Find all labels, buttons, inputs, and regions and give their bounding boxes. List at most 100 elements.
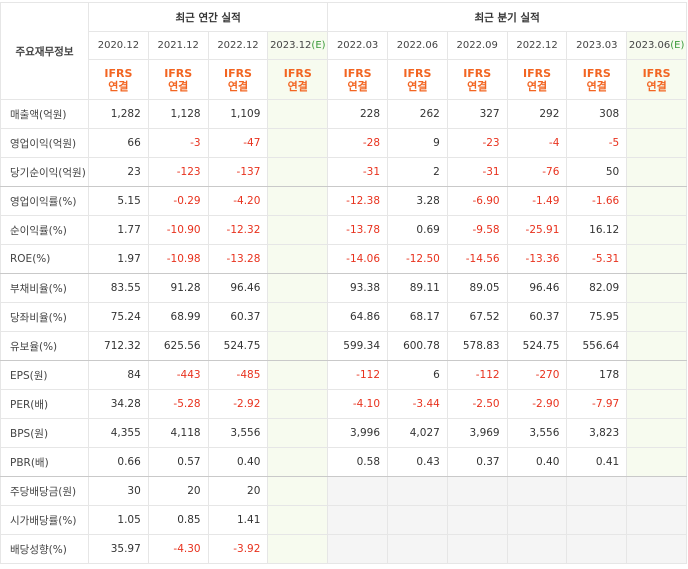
- value-cell: 625.56: [147, 331, 209, 361]
- value-cell: 66: [88, 128, 149, 158]
- value-cell: 9: [387, 128, 448, 158]
- value-cell: -5.31: [566, 244, 628, 274]
- basis-row: IFRS 연결 IFRS 연결 IFRS 연결 IFRS 연결 IFRS 연결 IFRS 연결 IFRS…: [1, 59, 687, 100]
- basis-consolidated: 연결: [526, 79, 548, 93]
- blank-cell: [626, 534, 687, 564]
- period-row: 2020.12 2021.12 2022.12 2023.12(E) 2022.03 20…: [1, 31, 687, 60]
- value-cell: 0.37: [446, 447, 508, 477]
- basis-standard: IFRS: [283, 66, 312, 80]
- basis-header: IFRS 연결: [207, 59, 269, 100]
- value-cell: -270: [506, 360, 568, 390]
- blank-cell: [506, 476, 568, 506]
- period-header: 2023.12(E): [267, 31, 329, 60]
- blank-cell: [387, 476, 448, 506]
- empty-cell: [267, 505, 329, 535]
- blank-cell: [506, 505, 568, 535]
- period-header: 2022.12: [207, 31, 269, 60]
- value-cell: -123: [147, 157, 209, 187]
- value-cell: -4.30: [147, 534, 209, 564]
- empty-cell: [267, 331, 329, 361]
- row-label: 당기순이익(억원): [0, 157, 89, 187]
- group-header-row: 주요재무정보 최근 연간 실적 최근 분기 실적: [0, 2, 687, 100]
- value-cell: 60.37: [506, 302, 568, 332]
- value-cell: 0.57: [147, 447, 209, 477]
- period-label: 2023.03: [576, 40, 618, 51]
- period-label: 2021.12: [157, 40, 199, 51]
- value-cell: -4: [506, 128, 568, 158]
- value-cell: 1.97: [88, 244, 149, 274]
- empty-cell: [267, 534, 329, 564]
- value-cell: 50: [566, 157, 628, 187]
- empty-cell: [267, 99, 329, 129]
- period-header: 2022.03: [327, 31, 389, 60]
- value-cell: 4,027: [387, 418, 448, 448]
- value-cell: 75.95: [566, 302, 628, 332]
- row-label: PER(배): [0, 389, 89, 419]
- period-header: 2022.09: [446, 31, 508, 60]
- data-row: PBR(배) 0.66 0.57 0.40 0.58 0.43 0.37 0.40 0.41: [0, 447, 687, 477]
- basis-consolidated: 연결: [287, 79, 308, 93]
- value-cell: -5: [566, 128, 628, 158]
- blank-cell: [446, 476, 508, 506]
- value-cell: 3.28: [387, 186, 448, 216]
- value-cell: -12.32: [207, 215, 269, 245]
- empty-cell: [626, 128, 687, 158]
- value-cell: -13.36: [506, 244, 568, 274]
- value-cell: 5.15: [88, 186, 149, 216]
- period-header: 2020.12: [88, 31, 149, 60]
- basis-header: IFRS 연결: [387, 59, 448, 100]
- row-label: BPS(원): [0, 418, 89, 448]
- value-cell: -485: [207, 360, 269, 390]
- group-header: 최근 연간 실적: [87, 2, 329, 32]
- basis-header: IFRS 연결: [88, 59, 149, 100]
- period-label: 2022.12: [217, 40, 259, 51]
- value-cell: -23: [446, 128, 508, 158]
- value-cell: 262: [387, 99, 448, 129]
- basis-standard: IFRS: [343, 66, 372, 80]
- value-cell: 228: [327, 99, 389, 129]
- empty-cell: [267, 302, 329, 332]
- value-cell: 178: [566, 360, 628, 390]
- estimate-mark: (E): [311, 40, 326, 51]
- value-cell: -6.90: [446, 186, 508, 216]
- value-cell: 2: [387, 157, 448, 187]
- value-cell: 599.34: [327, 331, 389, 361]
- blank-cell: [566, 505, 628, 535]
- data-row: 영업이익(억원) 66 -3 -47 -28 9 -23 -4 -5: [0, 128, 687, 158]
- value-cell: 712.32: [88, 331, 149, 361]
- empty-cell: [626, 157, 687, 187]
- basis-header: IFRS 연결: [267, 59, 329, 100]
- blank-cell: [387, 534, 448, 564]
- value-cell: -14.06: [327, 244, 389, 274]
- empty-cell: [267, 128, 329, 158]
- basis-consolidated: 연결: [407, 79, 428, 93]
- blank-cell: [626, 505, 687, 535]
- basis-header: IFRS 연결: [327, 59, 389, 100]
- value-cell: -137: [207, 157, 269, 187]
- data-row: 순이익률(%) 1.77 -10.90 -12.32 -13.78 0.69 -9.58 -2…: [0, 215, 687, 245]
- value-cell: 3,969: [446, 418, 508, 448]
- blank-cell: [626, 476, 687, 506]
- empty-cell: [626, 389, 687, 419]
- data-row: 주당배당금(원) 30 20 20: [0, 476, 687, 506]
- value-cell: 82.09: [566, 273, 628, 303]
- empty-cell: [267, 447, 329, 477]
- row-label: 순이익률(%): [0, 215, 89, 245]
- row-label: EPS(원): [0, 360, 89, 390]
- value-cell: 3,556: [506, 418, 568, 448]
- value-cell: 1.41: [207, 505, 269, 535]
- empty-cell: [626, 331, 687, 361]
- basis-standard: IFRS: [164, 66, 193, 80]
- basis-standard: IFRS: [642, 66, 671, 80]
- period-label: 2022.12: [516, 40, 558, 51]
- value-cell: 89.11: [387, 273, 448, 303]
- basis-consolidated: 연결: [347, 79, 368, 93]
- empty-cell: [626, 273, 687, 303]
- period-label: 2023.06: [628, 40, 671, 51]
- basis-consolidated: 연결: [586, 79, 607, 93]
- basis-header: IFRS 연결: [147, 59, 209, 100]
- value-cell: 524.75: [506, 331, 568, 361]
- value-cell: -112: [446, 360, 508, 390]
- value-cell: -443: [147, 360, 209, 390]
